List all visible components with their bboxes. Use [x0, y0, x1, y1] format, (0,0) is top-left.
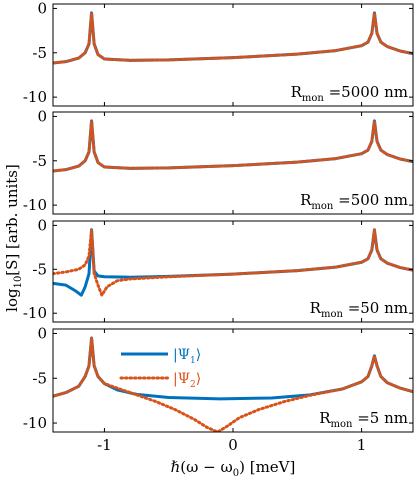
annotation-rest: =5000 nm: [324, 83, 408, 101]
series-line-psi2: [53, 11, 413, 65]
plot-area: [53, 336, 413, 432]
annotation-main: R: [310, 299, 322, 317]
annotation-main: R: [319, 409, 331, 427]
panel-3: 0 -5 -10 Rmon =50 nm: [23, 216, 414, 323]
y-tick-label: -5: [32, 369, 47, 387]
panel-1: 0 -5 -10 Rmon =5000 nm: [23, 0, 414, 107]
y-tick-label: 0: [37, 324, 47, 342]
series-line-psi1: [53, 336, 413, 401]
y-tick-label: 0: [37, 0, 47, 17]
annotation-sub: mon: [302, 93, 325, 104]
y-tick-label: -5: [32, 44, 47, 62]
annotation-rest: =500 nm: [333, 191, 408, 209]
annotation-sub: mon: [321, 309, 344, 320]
series-line-psi2: [53, 228, 413, 297]
series-line-psi1: [53, 11, 413, 65]
plot-area: [53, 228, 413, 297]
panel-annotation: Rmon =50 nm: [310, 299, 408, 320]
panels: 0-5-10 Rmon =5000 nm0-5-10 Rmon =500 nm0-5…: [23, 0, 414, 454]
annotation-main: R: [300, 191, 312, 209]
x-axis-label: ℏ(ω − ω0) [meV]: [171, 458, 296, 478]
y-axis-label-sub: 10: [13, 276, 24, 289]
x-tick-label: -1: [97, 436, 112, 454]
y-tick-label: -10: [23, 304, 47, 322]
panel-2: 0 -5 -10 Rmon =500 nm: [23, 107, 414, 215]
y-axis-label: log10[S] [arb. units]: [3, 164, 24, 312]
x-axis-label-rest: ) [meV]: [239, 458, 295, 476]
annotation-rest: =5 nm: [352, 409, 408, 427]
annotation-main: R: [291, 83, 303, 101]
y-tick-label: -10: [23, 414, 47, 432]
x-axis-label-sub: 0: [233, 468, 239, 478]
y-tick-label: -10: [23, 88, 47, 106]
series-line-psi2: [53, 336, 413, 432]
panel-annotation: Rmon =500 nm: [300, 191, 408, 212]
annotation-sub: mon: [311, 201, 334, 212]
x-tick-label: 1: [357, 436, 367, 454]
y-axis-label-rest: [S] [arb. units]: [3, 164, 21, 276]
legend-label-psi2: |Ψ2⟩: [173, 371, 201, 390]
panel-annotation: Rmon =5 nm: [319, 409, 408, 430]
x-axis-label-main: ℏ(ω − ω: [171, 458, 233, 476]
plot-area: [53, 11, 413, 65]
y-axis-label-main: log: [3, 288, 21, 312]
annotation-sub: mon: [331, 419, 354, 430]
annotation-rest: =50 nm: [343, 299, 408, 317]
legend-label-psi1: |Ψ1⟩: [173, 347, 201, 366]
series-line-psi1: [53, 119, 413, 173]
y-tick-label: -10: [23, 196, 47, 214]
panel-annotation: Rmon =5000 nm: [291, 83, 408, 104]
y-tick-label: -5: [32, 260, 47, 278]
y-tick-label: -5: [32, 152, 47, 170]
y-tick-label: 0: [37, 216, 47, 234]
series-line-psi2: [53, 119, 413, 173]
y-tick-label: 0: [37, 107, 47, 125]
plot-area: [53, 119, 413, 173]
x-tick-label: 0: [228, 436, 238, 454]
legend: |Ψ1⟩ |Ψ2⟩: [119, 347, 201, 390]
